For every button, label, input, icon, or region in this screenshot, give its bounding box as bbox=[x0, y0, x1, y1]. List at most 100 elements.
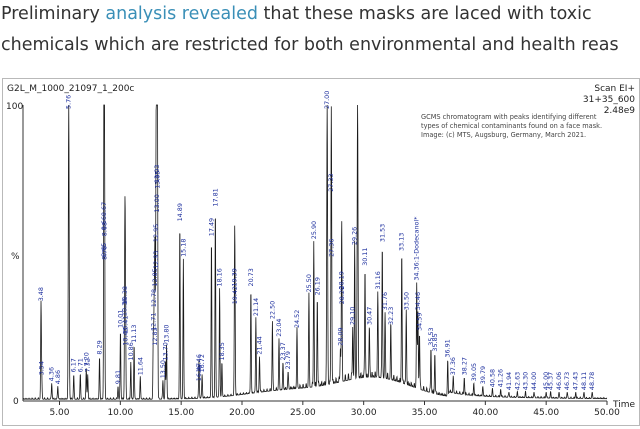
article-text-before: Preliminary bbox=[1, 4, 106, 24]
peak-label: 10.01 bbox=[117, 310, 125, 328]
peak-label: 13.50 bbox=[159, 360, 167, 378]
chromatogram-trace bbox=[22, 104, 608, 401]
peak-label: 23.79 bbox=[284, 351, 292, 369]
peak-label: 19.39 bbox=[231, 268, 239, 286]
peak-label: 12.93 bbox=[152, 251, 160, 269]
x-axis-label: Time bbox=[612, 400, 635, 410]
peak-label: 36.91 bbox=[444, 339, 452, 357]
peak-label: 12.85 bbox=[151, 268, 159, 286]
peak-label: 28.09 bbox=[336, 327, 344, 345]
peak-label: 23.37 bbox=[279, 342, 287, 360]
peak-label: 48.78 bbox=[588, 372, 596, 390]
peak-label: 42.63 bbox=[513, 372, 521, 390]
caption-line-3: Image: (c) MTS, Augsburg, Germany, March… bbox=[421, 131, 586, 139]
article-line-1: Preliminary analysis revealed that these… bbox=[1, 2, 592, 26]
peak-label: 39.79 bbox=[479, 366, 487, 384]
peak-label: 12.83 bbox=[151, 327, 159, 345]
peak-label: 13.00 bbox=[153, 194, 161, 212]
peak-label: 31.76 bbox=[381, 292, 389, 310]
peak-label: 7.20 bbox=[82, 352, 90, 366]
peak-label: 48.11 bbox=[580, 372, 588, 390]
peak-label: 16.46 bbox=[195, 354, 203, 372]
peak-label: 4.36 bbox=[48, 367, 56, 381]
peak-label: 10.36 bbox=[121, 298, 129, 316]
scan-range: 31+35_600 bbox=[583, 95, 635, 105]
analysis-link[interactable]: analysis revealed bbox=[105, 4, 258, 24]
peak-label: 10.86 bbox=[127, 342, 135, 360]
peak-label: 28.20 bbox=[338, 286, 346, 304]
peak-label: 23.04 bbox=[275, 319, 283, 337]
peak-label: 43.30 bbox=[522, 372, 530, 390]
caption-line-2: types of chemical contaminants found on … bbox=[421, 122, 602, 130]
peak-label: 20.73 bbox=[247, 268, 255, 286]
peak-label: 17.49 bbox=[208, 218, 216, 236]
article-paragraph: Preliminary analysis revealed that these… bbox=[0, 0, 640, 64]
chromatogram-figure: G2L_M_1000_21097_1_200c Scan EI+ 31+35_6… bbox=[2, 78, 640, 426]
peak-label: 4.86 bbox=[54, 370, 62, 384]
peak-label: 19.42 bbox=[231, 286, 239, 304]
peak-label: 45.37 bbox=[547, 372, 555, 390]
peak-label: 8.65 bbox=[100, 243, 108, 257]
peak-label: 13.05 bbox=[153, 171, 161, 189]
peak-label: 37.36 bbox=[449, 357, 457, 375]
peak-label: 28.19 bbox=[338, 271, 346, 289]
peak-label: 27.00 bbox=[323, 91, 331, 109]
peak-label: 34.59 bbox=[416, 313, 424, 331]
peak-label: 35.53 bbox=[427, 327, 435, 345]
peak-label: 8.68 bbox=[100, 222, 108, 236]
peak-label: 8.70 bbox=[101, 246, 109, 260]
peak-label: 8.29 bbox=[96, 340, 104, 354]
peak-label: 41.26 bbox=[497, 369, 505, 387]
peak-label: 29.26 bbox=[351, 227, 359, 245]
peak-label: 29.10 bbox=[349, 307, 357, 325]
peak-label: 21.44 bbox=[256, 336, 264, 354]
y-axis-top-label: 100 bbox=[6, 102, 23, 112]
peak-label: 12.95 bbox=[152, 224, 160, 242]
peak-label: 5.76 bbox=[65, 95, 73, 109]
peak-label: 44.00 bbox=[530, 372, 538, 390]
peak-label: 32.23 bbox=[387, 307, 395, 325]
peak-label: 10.43 bbox=[122, 327, 130, 345]
x-tick-label: 5.00 bbox=[49, 408, 69, 418]
peak-label: 17.81 bbox=[211, 188, 219, 206]
peak-label: 7.32 bbox=[84, 358, 92, 372]
peak-label: 9.81 bbox=[114, 370, 122, 384]
peak-label: 13.80 bbox=[163, 325, 171, 343]
peak-label: 3.54 bbox=[38, 361, 46, 375]
peak-label: 16.72 bbox=[198, 354, 206, 372]
peak-label: 13.70 bbox=[161, 342, 169, 360]
x-tick-label: 25.00 bbox=[290, 408, 316, 418]
peak-label: 46.06 bbox=[555, 372, 563, 390]
peak-label: 22.50 bbox=[268, 301, 276, 319]
peak-label: 27.36 bbox=[328, 239, 336, 257]
peak-label: 40.58 bbox=[488, 369, 496, 387]
peak-label: 18.16 bbox=[216, 268, 224, 286]
intensity-value: 2.48e9 bbox=[604, 106, 636, 116]
peak-label: 6.17 bbox=[70, 358, 78, 372]
x-tick-label: 15.00 bbox=[168, 408, 194, 418]
peak-label: 12.71 bbox=[149, 313, 157, 331]
peak-label: 16.47 bbox=[195, 363, 203, 381]
y-axis-unit-label: % bbox=[11, 252, 20, 262]
peak-label: 38.27 bbox=[460, 357, 468, 375]
peak-label: 30.11 bbox=[361, 248, 369, 266]
peak-label: 15.18 bbox=[179, 239, 187, 257]
peak-label: 34.46 bbox=[414, 292, 422, 310]
x-ticks: 5.00 10.00 15.00 20.00 25.00 30.00 35.00 40.00 4… bbox=[49, 401, 620, 418]
y-axis-zero-label: 0 bbox=[13, 397, 19, 407]
peak-label: 10.38 bbox=[121, 286, 129, 304]
peak-label: 26.19 bbox=[313, 277, 321, 295]
article-text-after: that these masks are laced with toxic bbox=[257, 4, 592, 24]
peak-label: 33.13 bbox=[398, 233, 406, 251]
peak-label: 45.00 bbox=[542, 372, 550, 390]
peak-label: 21.14 bbox=[252, 298, 260, 316]
article-line-2: chemicals which are restricted for both … bbox=[1, 35, 619, 55]
peak-label: 12.78 bbox=[150, 289, 158, 307]
peak-label: 6.71 bbox=[76, 358, 84, 372]
peak-label: 18.35 bbox=[218, 342, 226, 360]
peak-label: 46.73 bbox=[563, 372, 571, 390]
peak-label: 30.47 bbox=[365, 307, 373, 325]
caption-line-1: GCMS chromatogram with peaks identifying… bbox=[421, 113, 597, 121]
peak-label: 11.13 bbox=[130, 325, 138, 343]
peak-label: 27.33 bbox=[327, 174, 335, 192]
